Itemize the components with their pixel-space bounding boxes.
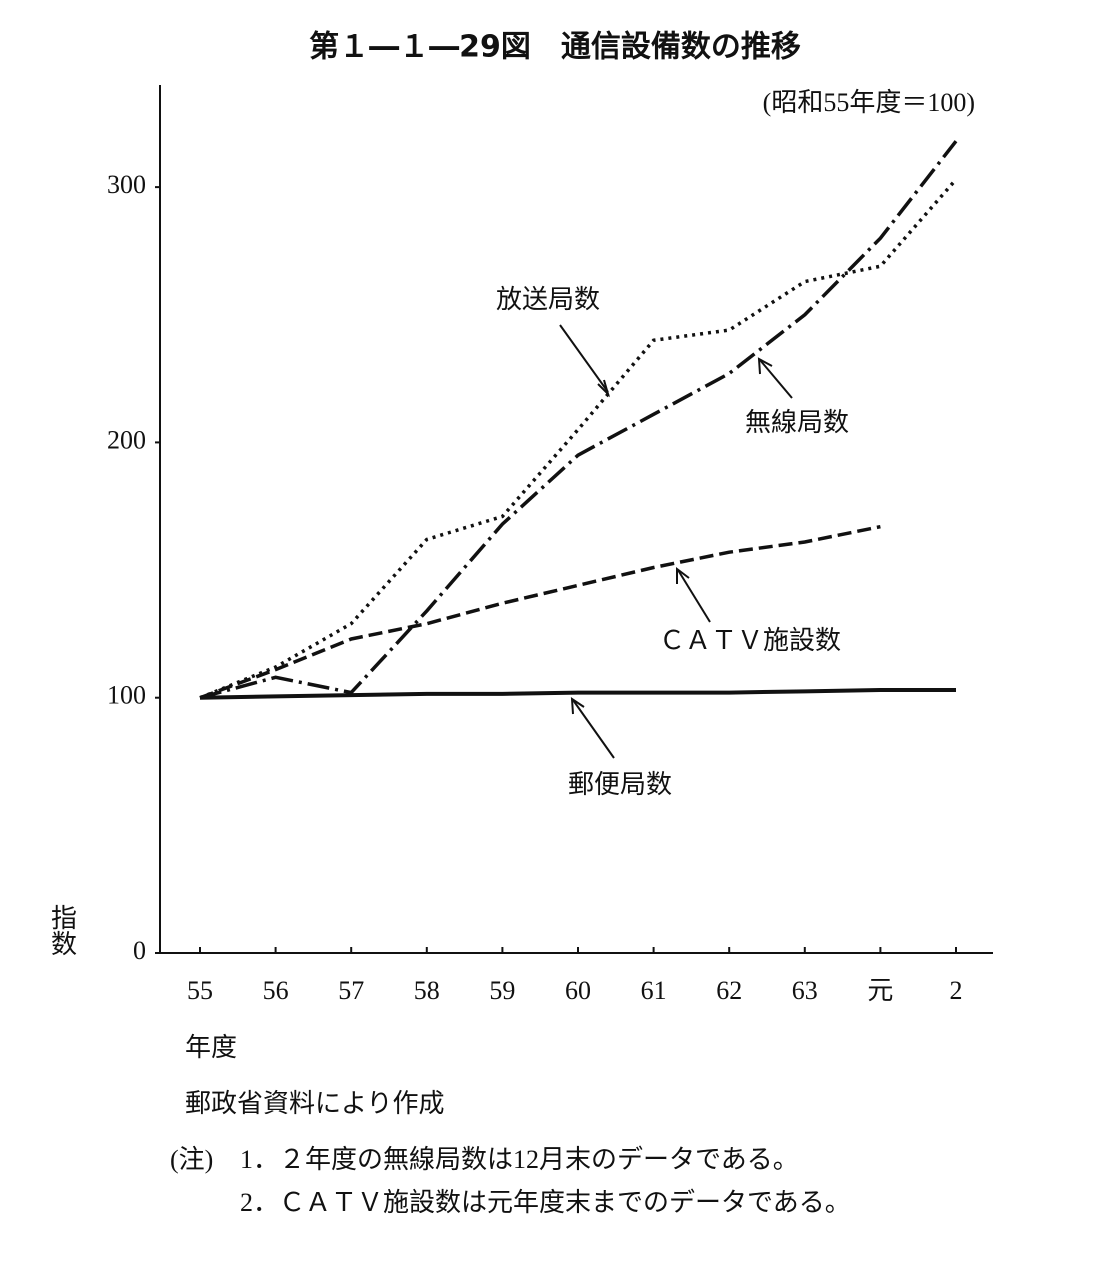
y-tick-label: 100	[107, 681, 146, 710]
arrows	[559, 324, 793, 759]
subtitle: (昭和55年度＝100)	[763, 88, 975, 117]
series-line	[199, 178, 958, 700]
x-tick-label: 63	[792, 976, 818, 1005]
series-label: 放送局数	[496, 285, 600, 314]
note: 2．ＣＡＴＶ施設数は元年度末までのデータである。	[240, 1188, 851, 1217]
arrow-head	[597, 379, 611, 398]
x-tick-label: 61	[641, 976, 667, 1005]
x-tick-label: 55	[187, 976, 213, 1005]
arrow	[559, 324, 609, 393]
x-tick-label: 62	[716, 976, 742, 1005]
note-head: (注)	[170, 1145, 213, 1174]
note: 1．２年度の無線局数は12月末のデータである。	[240, 1145, 799, 1174]
x-tick-label: 57	[338, 976, 364, 1005]
arrow	[759, 359, 793, 399]
y-axis-label: 指数	[48, 904, 77, 956]
series-line	[199, 140, 958, 700]
x-axis-label: 年度	[185, 1033, 237, 1062]
arrow-head	[676, 567, 690, 584]
x-tick-label: 58	[414, 976, 440, 1005]
x-tick-label: 59	[489, 976, 515, 1005]
series-line	[199, 524, 881, 700]
series-label: ＣＡＴＶ施設数	[659, 626, 841, 655]
source: 郵政省資料により作成	[185, 1089, 444, 1118]
series-line	[199, 688, 956, 700]
y-tick-label: 300	[107, 170, 146, 199]
arrow-head	[570, 697, 585, 715]
y-tick-label: 0	[133, 936, 146, 965]
x-tick-label: 2	[950, 976, 963, 1005]
chart-title: 第１―１―29図 通信設備数の推移	[309, 30, 801, 65]
x-tick-label: 56	[263, 976, 289, 1005]
x-tick-label: 元	[867, 976, 893, 1005]
arrow	[677, 569, 711, 623]
y-tick-label: 200	[107, 425, 146, 454]
arrow	[572, 699, 615, 759]
arrow-head	[757, 357, 773, 375]
series-label: 郵便局数	[568, 770, 672, 799]
series-label: 無線局数	[745, 408, 849, 437]
x-tick-label: 60	[565, 976, 591, 1005]
